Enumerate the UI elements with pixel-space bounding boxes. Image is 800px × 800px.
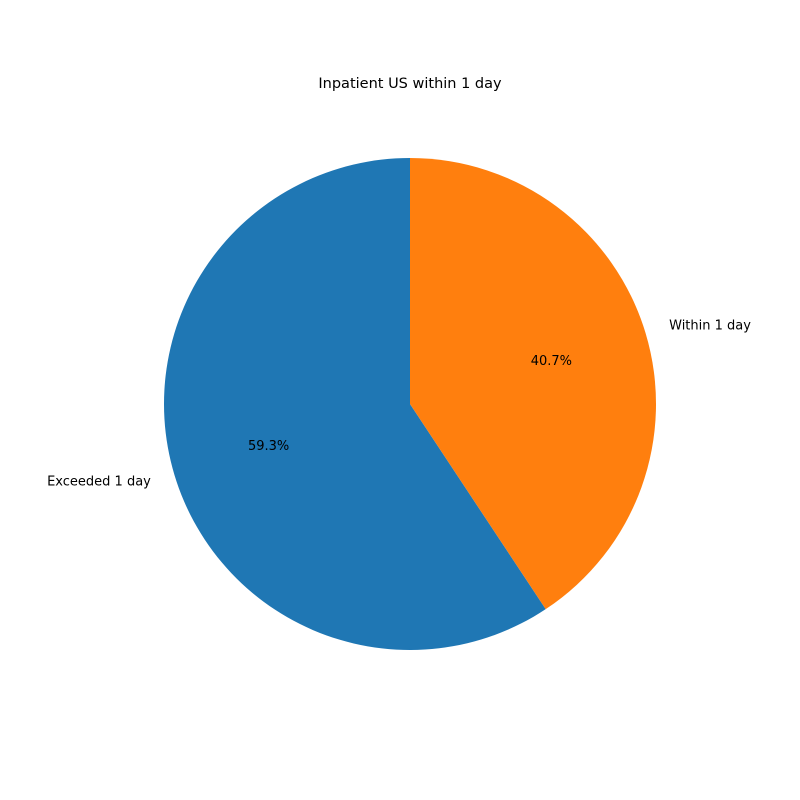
pie-labels: Exceeded 1 day 59.3% Within 1 day 40.7% [47,319,751,490]
slice-label-within-1-day: Within 1 day [669,319,751,334]
slice-label-exceeded-1-day: Exceeded 1 day [47,474,151,489]
pie-slice-within-1-day [410,158,657,610]
pie-slices [164,158,657,650]
slice-percent-within-1-day: 40.7% [531,354,572,369]
chart-title: Inpatient US within 1 day [318,76,502,92]
pie-slice-exceeded-1-day [164,158,546,650]
slice-percent-exceeded-1-day: 59.3% [248,439,289,454]
